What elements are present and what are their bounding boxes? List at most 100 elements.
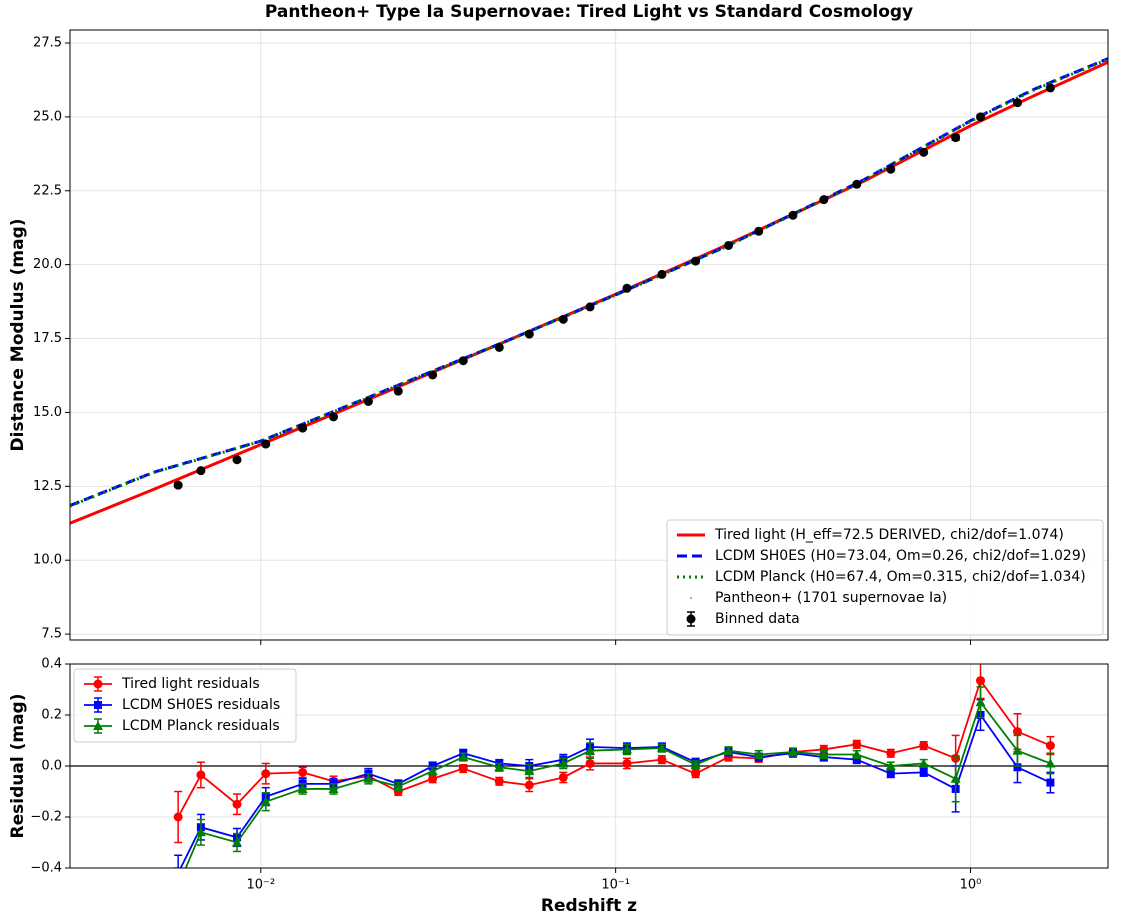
legend-swatch — [93, 679, 103, 689]
legend-swatch — [686, 614, 696, 624]
legend-label: LCDM Planck (H0=67.4, Om=0.315, chi2/dof… — [715, 569, 1086, 585]
marker — [261, 439, 271, 449]
marker — [919, 147, 929, 157]
marker — [691, 769, 701, 779]
marker — [1013, 763, 1022, 772]
legend-box — [73, 668, 297, 743]
x-tick-label: 10⁰ — [960, 878, 982, 893]
marker — [819, 195, 829, 205]
y-tick-label: 25.0 — [33, 109, 62, 124]
marker — [173, 480, 183, 490]
legend-label: Pantheon+ (1701 supernovae Ia) — [715, 590, 947, 606]
y-tick-label: 0.4 — [41, 657, 62, 672]
marker — [558, 314, 568, 324]
y-tick-label: 22.5 — [33, 183, 62, 198]
marker — [458, 752, 469, 762]
legend-label: Tired light residuals — [121, 676, 260, 692]
legend-box — [666, 519, 1104, 636]
x-tick-label: 10⁻¹ — [601, 878, 630, 893]
marker — [524, 766, 535, 776]
marker — [363, 396, 373, 406]
y-tick-label: 27.5 — [33, 36, 62, 51]
marker — [393, 781, 404, 791]
series-line — [179, 713, 1051, 868]
y-tick-label: 15.0 — [33, 405, 62, 420]
chart-title: Pantheon+ Type Ia Supernovae: Tired Ligh… — [265, 2, 913, 22]
marker — [558, 758, 569, 768]
y-tick-label: −0.4 — [30, 861, 62, 876]
legend-swatch — [689, 596, 693, 600]
y-tick-label: 0.0 — [41, 759, 62, 774]
marker — [819, 744, 829, 754]
marker — [232, 455, 242, 465]
marker — [919, 741, 929, 751]
marker — [1012, 98, 1022, 108]
y-tick-label: −0.2 — [30, 810, 62, 825]
marker — [657, 755, 667, 765]
series-line — [70, 57, 1108, 507]
marker — [886, 769, 895, 778]
marker — [886, 748, 896, 758]
marker — [558, 772, 568, 782]
marker — [621, 744, 632, 754]
marker — [585, 758, 595, 768]
marker — [1012, 727, 1022, 737]
marker — [852, 179, 862, 189]
legend-swatch — [94, 701, 102, 709]
marker — [918, 758, 929, 768]
marker — [494, 776, 504, 786]
marker — [231, 837, 242, 847]
marker — [690, 759, 701, 769]
marker — [428, 370, 438, 380]
marker — [622, 758, 632, 768]
legend-label: Binned data — [715, 611, 800, 627]
marker — [494, 342, 504, 352]
legend-label: LCDM Planck residuals — [122, 718, 280, 734]
marker — [975, 697, 986, 707]
marker — [724, 240, 734, 250]
marker — [622, 283, 632, 293]
marker — [950, 773, 961, 783]
y-tick-label: 20.0 — [33, 257, 62, 272]
marker — [852, 739, 862, 749]
marker — [1045, 83, 1055, 93]
marker — [196, 770, 206, 780]
marker — [754, 226, 764, 236]
marker — [328, 783, 339, 793]
marker — [1045, 741, 1055, 751]
x-axis-label: Redshift z — [541, 896, 637, 916]
legend-swatch — [93, 721, 103, 730]
marker — [787, 746, 798, 756]
marker — [363, 773, 374, 783]
y-tick-label: 0.2 — [41, 708, 62, 723]
marker — [886, 164, 896, 174]
marker — [585, 302, 595, 312]
plot-area — [70, 664, 1108, 868]
series-line — [177, 678, 1051, 818]
marker — [232, 799, 242, 809]
marker — [393, 386, 403, 396]
marker — [261, 769, 271, 779]
y-axis-label: Residual (mag) — [8, 694, 28, 839]
axes-frame — [69, 663, 1109, 869]
marker — [427, 766, 438, 776]
marker — [1045, 758, 1056, 768]
marker — [1046, 778, 1055, 787]
axes-frame — [69, 29, 1109, 641]
marker — [298, 767, 308, 777]
marker — [851, 749, 862, 759]
marker — [919, 768, 928, 777]
marker — [494, 762, 505, 772]
marker — [657, 269, 667, 279]
y-axis-label: Distance Modulus (mag) — [8, 218, 28, 451]
marker — [298, 423, 308, 433]
y-tick-label: 7.5 — [41, 627, 62, 642]
marker — [329, 412, 339, 422]
x-tick-label: 10⁻² — [246, 878, 275, 893]
marker — [1012, 745, 1023, 755]
legend-label: LCDM SH0ES residuals — [122, 697, 280, 713]
marker — [691, 256, 701, 266]
marker — [524, 780, 534, 790]
